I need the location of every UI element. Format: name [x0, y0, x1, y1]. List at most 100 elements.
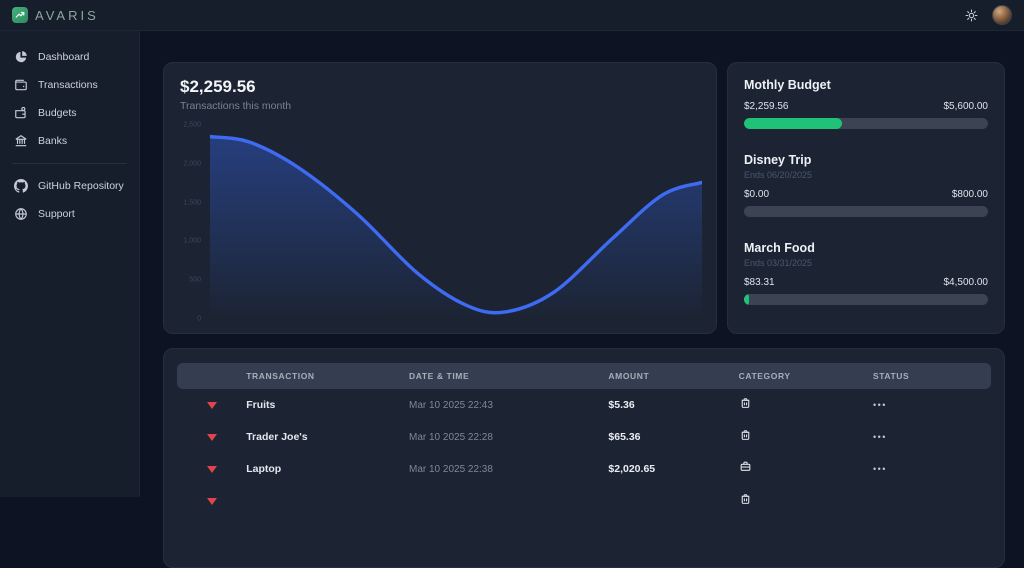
shopping-basket-icon — [739, 492, 873, 510]
row-status-menu-button[interactable]: ••• — [873, 464, 991, 474]
sidebar-secondary-group: GitHub Repository Support — [0, 172, 139, 228]
globe-icon — [14, 207, 28, 221]
transaction-name: Laptop — [246, 463, 282, 475]
budget-limit: $4,500.00 — [943, 277, 989, 288]
budget-progress-bar — [744, 118, 988, 129]
direction-cell — [177, 401, 246, 409]
budget-spent: $0.00 — [744, 189, 770, 200]
budget-item: Disney Trip Ends 06/20/2025 $0.00 $800.00 — [744, 153, 988, 217]
budget-amounts: $0.00 $800.00 — [744, 189, 988, 200]
sidebar-item-budgets[interactable]: Budgets — [0, 99, 139, 127]
table-body: Fruits Mar 10 2025 22:43 $5.36 ••• Trader Jo… — [177, 389, 991, 517]
github-icon — [14, 179, 28, 193]
app-name: AVARIS — [35, 7, 99, 23]
budget-limit: $800.00 — [951, 189, 988, 200]
briefcase-icon — [739, 460, 873, 478]
month-total-caption: Transactions this month — [180, 100, 292, 112]
expense-triangle-icon — [206, 401, 217, 409]
month-total-amount: $2,259.56 — [180, 77, 256, 96]
sidebar-item-label: Banks — [38, 135, 68, 147]
transaction-datetime: Mar 10 2025 22:43 — [408, 399, 493, 411]
sidebar-item-label: Budgets — [38, 107, 77, 119]
transaction-amount: $2,020.65 — [608, 463, 656, 475]
sidebar-item-github-repository[interactable]: GitHub Repository — [0, 172, 139, 200]
budget-item: Mothly Budget $2,259.56 $5,600.00 — [744, 78, 988, 129]
budget-spent: $83.31 — [744, 277, 775, 288]
transaction-name: Fruits — [246, 399, 276, 411]
chart-area-fill — [210, 136, 702, 319]
expense-triangle-icon — [206, 497, 217, 505]
chart-line — [210, 134, 702, 315]
column-header: DATE & TIME — [408, 371, 470, 381]
budget-wallet-icon — [14, 106, 28, 120]
sidebar-divider — [12, 163, 127, 164]
chart-y-axis: 2,500 2,000 1,500 1,000 500 0 — [174, 121, 206, 323]
sidebar-item-dashboard[interactable]: Dashboard — [0, 43, 139, 71]
budget-name: Mothly Budget — [744, 78, 831, 92]
budget-end-date: Ends 03/31/2025 — [744, 258, 813, 268]
direction-cell — [177, 433, 246, 441]
y-tick-label: 1,500 — [183, 199, 201, 207]
budget-name: Disney Trip — [744, 153, 812, 167]
y-tick-label: 2,000 — [183, 160, 201, 168]
pie-chart-icon — [14, 50, 28, 64]
budget-amounts: $83.31 $4,500.00 — [744, 277, 988, 288]
sidebar-item-label: Support — [38, 208, 75, 220]
area-chart: 2,500 2,000 1,500 1,000 500 0 — [174, 121, 702, 323]
budget-progress-fill — [744, 294, 749, 305]
shopping-basket-icon — [739, 396, 873, 414]
bank-icon — [14, 134, 28, 148]
direction-cell — [177, 465, 246, 473]
expense-triangle-icon — [206, 465, 217, 473]
user-avatar[interactable] — [992, 5, 1012, 25]
transaction-amount: $5.36 — [608, 399, 635, 411]
table-row[interactable]: Fruits Mar 10 2025 22:43 $5.36 ••• — [177, 389, 991, 421]
shopping-basket-icon — [739, 428, 873, 446]
sidebar-item-transactions[interactable]: Transactions — [0, 71, 139, 99]
sidebar-item-label: Transactions — [38, 79, 98, 91]
budgets-card: Mothly Budget $2,259.56 $5,600.00 Disney Tr… — [727, 62, 1005, 334]
sidebar: Dashboard Transactions Budgets Banks GitHub… — [0, 31, 140, 497]
transaction-name: Trader Joe's — [246, 431, 308, 443]
transaction-datetime: Mar 10 2025 22:38 — [408, 463, 493, 475]
app-logo[interactable]: AVARIS — [12, 7, 99, 23]
table-row[interactable]: Trader Joe's Mar 10 2025 22:28 $65.36 ••• — [177, 421, 991, 453]
budget-limit: $5,600.00 — [943, 101, 989, 112]
sidebar-primary-group: Dashboard Transactions Budgets Banks — [0, 43, 139, 155]
budget-progress-bar — [744, 294, 988, 305]
logo-trend-icon — [12, 7, 28, 23]
transactions-chart-card: $2,259.56 Transactions this month 2,500 2… — [163, 62, 717, 334]
budget-name: March Food — [744, 241, 815, 255]
wallet-icon — [14, 78, 28, 92]
transaction-datetime: Mar 10 2025 22:28 — [408, 431, 493, 443]
chart-plot — [210, 125, 702, 319]
budget-progress-bar — [744, 206, 988, 217]
column-header: TRANSACTION — [246, 371, 315, 381]
sidebar-item-banks[interactable]: Banks — [0, 127, 139, 155]
sidebar-item-support[interactable]: Support — [0, 200, 139, 228]
expense-triangle-icon — [206, 433, 217, 441]
area-chart-svg — [210, 134, 702, 319]
sidebar-item-label: GitHub Repository — [38, 180, 124, 192]
direction-cell — [177, 497, 246, 505]
y-tick-label: 2,500 — [183, 121, 201, 129]
table-header-row: TRANSACTION DATE & TIME AMOUNT CATEGORY STAT… — [177, 363, 991, 389]
y-tick-label: 500 — [189, 276, 201, 284]
budget-spent: $2,259.56 — [744, 101, 789, 112]
budget-amounts: $2,259.56 $5,600.00 — [744, 101, 988, 112]
sidebar-item-label: Dashboard — [38, 51, 90, 63]
table-row[interactable] — [177, 485, 991, 517]
theme-toggle-sun-icon[interactable] — [960, 4, 982, 26]
y-tick-label: 0 — [197, 315, 201, 323]
transactions-table-card: TRANSACTION DATE & TIME AMOUNT CATEGORY STAT… — [163, 348, 1005, 568]
row-status-menu-button[interactable]: ••• — [873, 432, 991, 442]
column-header: STATUS — [872, 371, 910, 381]
topbar: AVARIS — [0, 0, 1024, 31]
row-status-menu-button[interactable]: ••• — [873, 400, 991, 410]
budget-list: Mothly Budget $2,259.56 $5,600.00 Disney Tr… — [744, 78, 988, 305]
transaction-amount: $65.36 — [608, 431, 641, 443]
y-tick-label: 1,000 — [183, 237, 201, 245]
table-row[interactable]: Laptop Mar 10 2025 22:38 $2,020.65 ••• — [177, 453, 991, 485]
budget-item: March Food Ends 03/31/2025 $83.31 $4,500.00 — [744, 241, 988, 305]
